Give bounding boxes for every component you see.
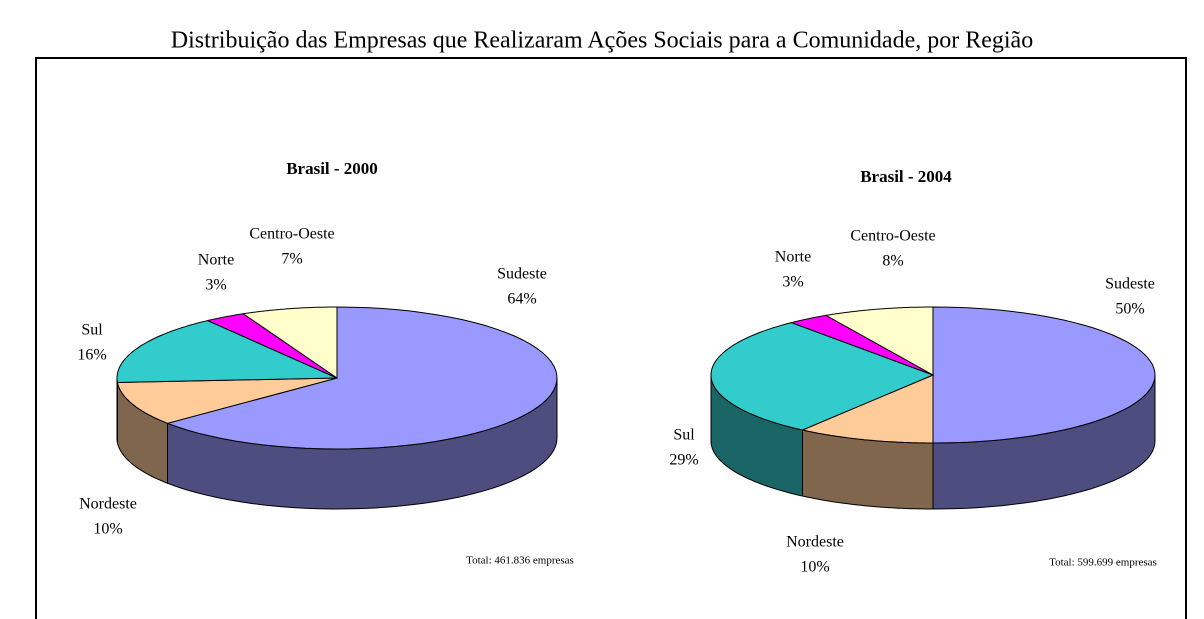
chart-title: Brasil - 2000 [286, 159, 378, 178]
slice-value-label: 8% [882, 253, 903, 270]
pie-slice [824, 306, 934, 376]
slice-value-label: 10% [800, 559, 829, 576]
slice-value-label: 10% [93, 521, 122, 538]
slice-value-label: 64% [507, 291, 536, 308]
annotation: Total: 599.699 empresas [1049, 557, 1157, 569]
pie-slice [789, 314, 934, 376]
slice-value-label: 50% [1115, 301, 1144, 318]
slice-label: Sudeste [497, 266, 547, 283]
slice-label: Sudeste [1105, 276, 1155, 293]
pie-slice [165, 306, 558, 450]
pie-slice [932, 306, 1156, 444]
pie-slice [206, 313, 338, 379]
slice-value-label: 16% [77, 347, 106, 364]
slice-value-label: 3% [782, 274, 803, 291]
slice-label: Sul [673, 427, 695, 444]
slice-label: Norte [775, 249, 811, 266]
slice-label: Sul [81, 322, 103, 339]
slice-label: Nordeste [79, 496, 137, 513]
frame [35, 57, 1187, 619]
pie-slice [800, 374, 934, 444]
slice-value-label: 3% [205, 277, 226, 294]
slice-value-label: 7% [281, 251, 302, 268]
pie-slice [710, 322, 935, 431]
slice-label: Norte [198, 252, 234, 269]
slice-label: Centro-Oeste [850, 228, 935, 245]
pie-slice [116, 377, 338, 424]
slice-label: Centro-Oeste [249, 226, 334, 243]
slice-value-label: 29% [669, 452, 698, 469]
chart-title: Brasil - 2004 [860, 167, 952, 186]
annotation: Total: 461.836 empresas [466, 555, 574, 567]
pie-slice [116, 320, 338, 384]
slice-label: Nordeste [786, 534, 844, 551]
pie-slice [242, 306, 338, 379]
page-title: Distribuição das Empresas que Realizaram… [171, 28, 1033, 54]
